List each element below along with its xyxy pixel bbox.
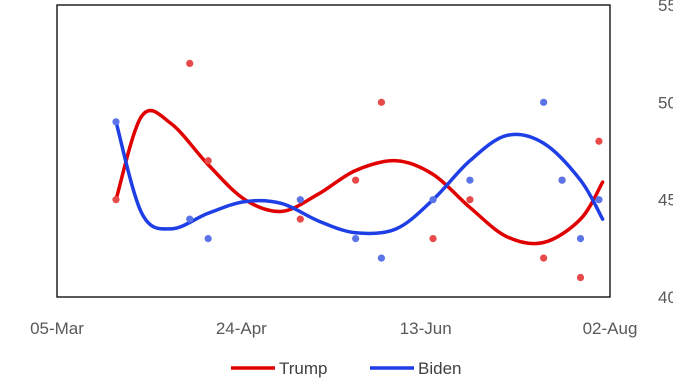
data-point-trump — [576, 273, 585, 282]
data-point-trump — [377, 98, 386, 106]
data-point-trump — [595, 137, 603, 145]
data-point-biden — [429, 196, 437, 204]
data-point-biden — [112, 118, 120, 126]
legend-label-trump: Trump — [279, 359, 328, 378]
data-point-biden — [352, 235, 360, 243]
data-point-biden — [558, 176, 566, 184]
data-point-trump — [186, 59, 194, 67]
data-point-biden — [576, 235, 585, 243]
x-tick-label: 05-Mar — [30, 319, 84, 338]
data-point-trump — [204, 157, 212, 165]
legend: Trump Biden — [231, 359, 461, 378]
x-tick-label: 24-Apr — [216, 319, 267, 338]
y-tick-label: 45 — [658, 191, 673, 210]
data-point-biden — [204, 235, 212, 243]
trend-line-trump — [114, 108, 605, 246]
data-point-trump — [112, 196, 120, 204]
data-point-biden — [296, 196, 304, 204]
data-point-biden — [186, 215, 194, 223]
data-point-biden — [540, 98, 548, 106]
data-point-trump — [540, 254, 548, 262]
data-point-trump — [466, 196, 474, 204]
x-tick-label: 02-Aug — [583, 319, 638, 338]
scatter-points — [112, 59, 603, 282]
y-tick-label: 40 — [658, 288, 673, 307]
y-tick-label: 50 — [658, 93, 673, 112]
trend-lines — [114, 108, 605, 246]
x-axis-tick-labels: 05-Mar 24-Apr 13-Jun 02-Aug — [30, 319, 637, 338]
plot-area-border — [56, 4, 611, 298]
data-point-biden — [595, 196, 603, 204]
legend-label-biden: Biden — [418, 359, 461, 378]
data-point-biden — [466, 176, 474, 184]
y-tick-label: 55 — [658, 0, 673, 15]
y-axis-tick-labels: 40 45 50 55 — [658, 0, 673, 307]
data-point-trump — [352, 176, 360, 184]
data-point-trump — [296, 215, 304, 223]
data-point-biden — [377, 254, 386, 262]
data-point-trump — [429, 235, 437, 243]
trend-line-biden — [114, 120, 605, 236]
x-tick-label: 13-Jun — [400, 319, 452, 338]
